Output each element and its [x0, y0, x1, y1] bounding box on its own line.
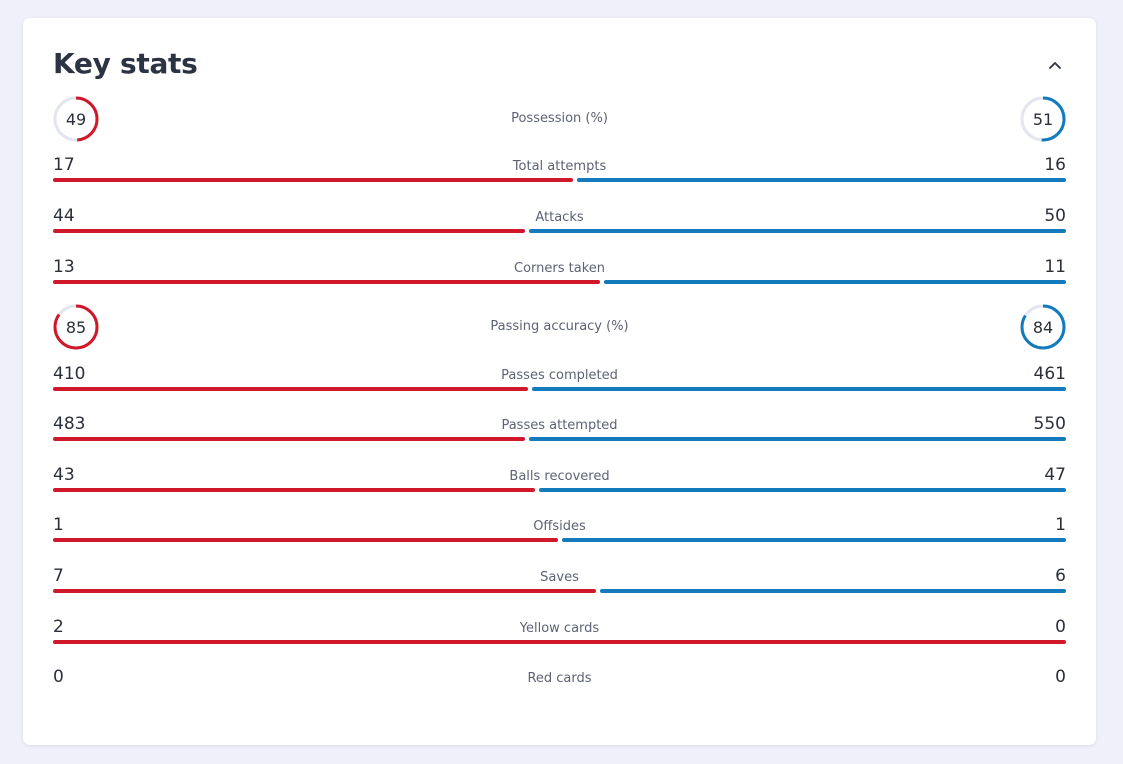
away-value: 51: [1032, 109, 1054, 129]
stat-label: Passes completed: [501, 368, 618, 383]
ring-progress-arc: [53, 304, 99, 350]
stat-label: Balls recovered: [509, 469, 610, 484]
away-ring-graphic: [1020, 304, 1066, 350]
home-value: 44: [53, 206, 75, 226]
stat-label: Corners taken: [514, 261, 605, 276]
home-value: 85: [65, 317, 87, 337]
stat-row-passing-accuracy: 85 Passing accuracy (%) 84: [53, 304, 1066, 350]
away-value: 0: [1055, 617, 1066, 637]
stat-row-possession: 49 Possession (%) 51: [53, 96, 1066, 142]
home-bar: [53, 640, 1066, 644]
away-bar: [529, 229, 1066, 233]
stats-list: 49 Possession (%) 51 17 Total attempts 1…: [53, 18, 1066, 745]
home-value: 1: [53, 515, 64, 535]
stat-label: Passing accuracy (%): [490, 319, 629, 334]
away-bar: [528, 437, 1066, 441]
home-value: 49: [65, 109, 87, 129]
home-value: 7: [53, 566, 64, 586]
key-stats-card: Key stats 49 Possession (%) 51 17 Total …: [23, 18, 1096, 745]
stat-label: Total attempts: [512, 159, 607, 174]
away-value: 84: [1032, 317, 1054, 337]
away-value: 0: [1055, 667, 1066, 687]
home-value: 43: [53, 465, 75, 485]
away-bar: [576, 178, 1066, 182]
stat-label: Red cards: [527, 671, 592, 686]
home-bar: [53, 538, 558, 542]
away-ring: 84: [1020, 304, 1066, 350]
away-ring-graphic: [1020, 96, 1066, 142]
stat-label: Possession (%): [511, 111, 608, 126]
home-value: 410: [53, 364, 86, 384]
home-bar: [53, 178, 573, 182]
away-value: 50: [1044, 206, 1066, 226]
home-bar: [53, 387, 528, 391]
home-value: 17: [53, 155, 75, 175]
home-value: 2: [53, 617, 64, 637]
home-value: 483: [53, 414, 86, 434]
away-value: 16: [1044, 155, 1066, 175]
away-bar: [603, 280, 1066, 284]
away-bar: [539, 488, 1066, 492]
home-bar: [53, 437, 525, 441]
away-value: 47: [1044, 465, 1066, 485]
away-value: 550: [1033, 414, 1066, 434]
stat-label: Offsides: [533, 519, 586, 534]
card-title: Key stats: [53, 47, 198, 80]
home-bar: [53, 589, 597, 593]
away-bar: [561, 538, 1066, 542]
away-value: 11: [1044, 257, 1066, 277]
away-bar: [531, 387, 1066, 391]
home-ring: 85: [53, 304, 99, 350]
ring-progress-arc: [1020, 304, 1066, 350]
home-value: 0: [53, 667, 64, 687]
home-bar: [53, 488, 536, 492]
home-ring-graphic: [53, 304, 99, 350]
collapse-button[interactable]: [1044, 54, 1066, 76]
away-value: 1: [1055, 515, 1066, 535]
ring-progress-arc: [1020, 96, 1066, 142]
away-ring: 51: [1020, 96, 1066, 142]
away-bar: [600, 589, 1066, 593]
home-ring-graphic: [53, 96, 99, 142]
stat-label: Attacks: [535, 210, 584, 225]
home-value: 13: [53, 257, 75, 277]
stat-label: Passes attempted: [501, 418, 618, 433]
home-bar: [53, 280, 600, 284]
home-bar: [53, 229, 526, 233]
home-ring: 49: [53, 96, 99, 142]
stat-label: Saves: [540, 570, 579, 585]
away-value: 461: [1033, 364, 1066, 384]
ring-progress-arc: [53, 96, 99, 142]
chevron-up-icon: [1049, 61, 1061, 69]
away-value: 6: [1055, 566, 1066, 586]
stat-label: Yellow cards: [519, 621, 600, 636]
